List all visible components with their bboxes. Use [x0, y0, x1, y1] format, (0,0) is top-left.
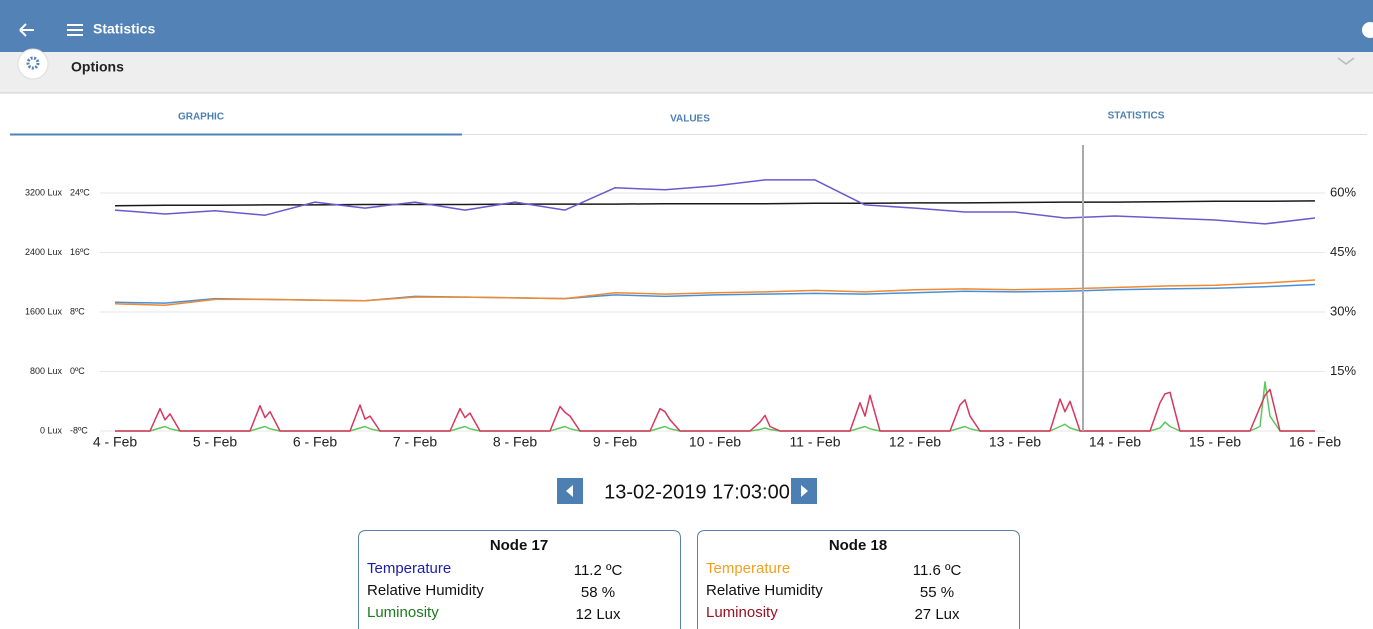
y-tick-label: 24ºC: [70, 187, 90, 197]
x-tick-label: 4 - Feb: [93, 434, 138, 450]
node-title: Node 17: [490, 537, 548, 554]
app-title: Statistics: [93, 21, 155, 37]
row-value: 58 %: [581, 584, 615, 601]
x-tick-label: 5 - Feb: [193, 434, 238, 450]
row-label: Luminosity: [706, 604, 778, 621]
x-tick-label: 13 - Feb: [989, 434, 1041, 450]
y2-tick-label: 45%: [1330, 244, 1356, 259]
chart: -8ºC 0ºC 8ºC 16ºC 24ºC 0 Lux 800 Lux 1600 Lux 24…: [25, 179, 1356, 450]
lux-tick-label: 800 Lux: [30, 366, 63, 376]
chevron[interactable]: [1337, 57, 1355, 65]
lux-tick-label: 3200 Lux: [25, 187, 63, 197]
tab[interactable]: STATISTICS: [1108, 111, 1165, 122]
x-tick-label: 6 - Feb: [293, 434, 338, 450]
menu-button[interactable]: [67, 24, 83, 36]
y-tick-label: -8ºC: [70, 425, 88, 435]
lux-tick-label: 1600 Lux: [25, 306, 63, 316]
series-line: [114, 279, 1316, 307]
gear-icon: [26, 56, 40, 70]
row-value: 11.2 ºC: [574, 562, 623, 579]
node-title: Node 18: [829, 537, 887, 554]
gear-button[interactable]: [17, 48, 49, 80]
x-tick-label: 8 - Feb: [493, 434, 538, 450]
datetime: 13-02-2019 17:03:00: [604, 481, 790, 503]
x-tick-label: 11 - Feb: [789, 434, 840, 450]
options-title: Options: [71, 59, 124, 75]
row-value: 12 Lux: [575, 606, 621, 623]
y-tick-label: 8ºC: [70, 306, 85, 316]
x-tick-label: 14 - Feb: [1089, 434, 1141, 450]
back-button[interactable]: [19, 23, 34, 37]
prev-icon: [566, 485, 573, 497]
y2-tick-label: 15%: [1330, 363, 1356, 378]
y-tick-label: 0ºC: [70, 366, 85, 376]
series-line: [115, 388, 1315, 432]
y2-tick-label: 60%: [1330, 184, 1356, 199]
row-label: Relative Humidity: [367, 582, 484, 599]
row-label: Relative Humidity: [706, 582, 823, 599]
series-line: [114, 179, 1316, 225]
lux-tick-label: 2400 Lux: [25, 247, 63, 257]
lux-tick-label: 0 Lux: [40, 425, 63, 435]
tab[interactable]: VALUES: [670, 114, 710, 125]
row-label: Temperature: [367, 560, 451, 577]
series-line: [115, 381, 1315, 432]
row-value: 55 %: [920, 584, 954, 601]
row-value: 27 Lux: [914, 606, 960, 623]
series-line: [114, 200, 1316, 207]
y2-tick-label: 30%: [1330, 303, 1356, 318]
x-tick-label: 16 - Feb: [1289, 434, 1341, 450]
x-tick-label: 12 - Feb: [889, 434, 941, 450]
x-tick-label: 10 - Feb: [689, 434, 741, 450]
next-icon: [801, 485, 808, 497]
row-label: Temperature: [706, 560, 790, 577]
options-bar[interactable]: [0, 52, 1373, 93]
x-tick-label: 9 - Feb: [593, 434, 638, 450]
x-tick-label: 15 - Feb: [1189, 434, 1241, 450]
x-tick-label: 7 - Feb: [393, 434, 438, 450]
node-card: [697, 530, 1020, 629]
profile-icon[interactable]: [1362, 22, 1373, 38]
row-value: 11.6 ºC: [913, 562, 962, 579]
tab[interactable]: GRAPHIC: [178, 112, 224, 123]
row-label: Luminosity: [367, 604, 439, 621]
y-tick-label: 16ºC: [70, 247, 90, 257]
tabs: GRAPHIC VALUES STATISTICS: [178, 111, 1165, 125]
cards: Node 17 Temperature 11.2 ºC Relative Humidi…: [358, 530, 1020, 629]
app-bar: [0, 0, 1373, 52]
node-card: [358, 530, 681, 629]
